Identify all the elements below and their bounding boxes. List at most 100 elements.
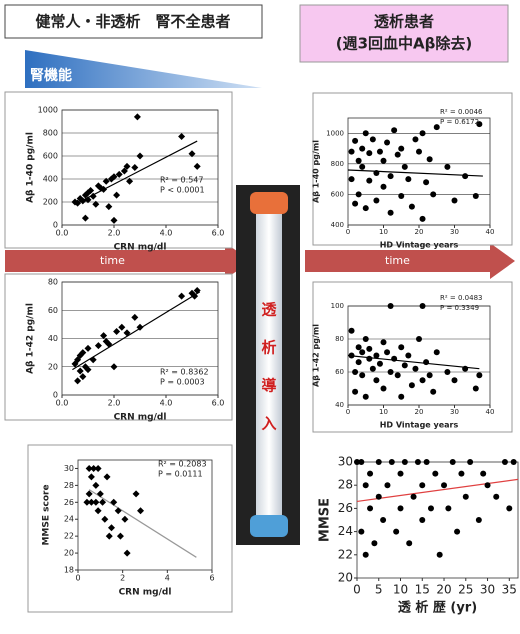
point	[437, 552, 443, 558]
y-tick-label: 60	[335, 368, 344, 376]
point	[427, 156, 433, 162]
y-tick-label: 26	[64, 498, 74, 507]
point	[388, 173, 394, 179]
point	[356, 359, 362, 365]
point	[427, 372, 433, 378]
x-axis-label: CRN mg/dl	[114, 413, 167, 423]
y-tick-label: 20	[48, 362, 58, 371]
point	[358, 459, 364, 465]
point	[363, 205, 369, 211]
point	[391, 356, 397, 362]
tube-char: 導	[261, 377, 276, 395]
y-axis-label: MMSE	[318, 498, 333, 542]
x-tick-label: 0	[346, 408, 350, 416]
x-tick-label: 0	[353, 583, 361, 597]
kidney-label: 腎機能	[30, 67, 72, 84]
y-tick-label: 60	[48, 306, 58, 315]
point	[367, 471, 373, 477]
x-tick-label: 10	[393, 583, 408, 597]
y-axis-label: MMSE score	[42, 484, 52, 545]
point	[406, 540, 412, 546]
y-tick-label: 24	[64, 515, 74, 524]
point	[349, 353, 355, 359]
y-tick-label: 24	[338, 524, 353, 538]
x-tick-label: 30	[450, 408, 459, 416]
y-axis-label: Aβ 1-40 pg/ml	[312, 140, 321, 203]
point	[402, 362, 408, 368]
point	[405, 176, 411, 182]
point	[473, 386, 479, 392]
y-tick-label: 400	[331, 221, 344, 229]
point	[473, 193, 479, 199]
point	[384, 349, 390, 355]
point	[493, 494, 499, 500]
point	[391, 127, 397, 133]
point	[416, 149, 422, 155]
point	[511, 459, 517, 465]
y-tick-label: 30	[338, 455, 353, 469]
point	[467, 459, 473, 465]
x-axis-label: HD Vintage years	[380, 241, 459, 250]
point	[424, 459, 430, 465]
x-axis-label: CRN mg/dl	[119, 588, 172, 598]
point	[395, 152, 401, 158]
point	[409, 382, 415, 388]
point	[384, 139, 390, 145]
point	[398, 193, 404, 199]
point	[458, 471, 464, 477]
point	[363, 552, 369, 558]
point	[380, 517, 386, 523]
annotation: R² = 0.0046	[440, 108, 483, 116]
point	[415, 459, 421, 465]
y-tick-label: 40	[335, 401, 344, 409]
x-tick-label: 4.0	[160, 229, 173, 238]
point	[398, 146, 404, 152]
point	[388, 303, 394, 309]
point	[444, 164, 450, 170]
point	[430, 191, 436, 197]
point	[358, 529, 364, 535]
x-axis-label: CRN mg/dl	[114, 243, 167, 253]
point	[373, 377, 379, 383]
x-tick-label: 40	[486, 228, 495, 236]
point	[363, 394, 369, 400]
point	[363, 130, 369, 136]
point	[377, 149, 383, 155]
point	[388, 210, 394, 216]
annotation: P < 0.0001	[160, 186, 205, 195]
point	[359, 146, 365, 152]
tube-char: 入	[261, 415, 276, 433]
point	[444, 369, 450, 375]
point	[445, 505, 451, 511]
point	[452, 377, 458, 383]
x-tick-label: 25	[458, 583, 473, 597]
point	[412, 366, 418, 372]
y-tick-label: 80	[48, 278, 58, 287]
y-tick-label: 800	[43, 129, 58, 138]
x-tick-label: 20	[415, 408, 424, 416]
point	[411, 494, 417, 500]
point	[376, 494, 382, 500]
point	[376, 459, 382, 465]
dialyzer	[256, 195, 282, 535]
point	[349, 328, 355, 334]
y-tick-label: 28	[338, 478, 353, 492]
point	[402, 164, 408, 170]
point	[370, 136, 376, 142]
point	[434, 124, 440, 130]
point	[381, 158, 387, 164]
x-tick-label: 20	[436, 583, 451, 597]
y-tick-label: 1000	[38, 106, 58, 115]
x-tick-label: 10	[379, 228, 388, 236]
point	[393, 529, 399, 535]
point	[480, 471, 486, 477]
y-tick-label: 600	[43, 152, 58, 161]
y-tick-label: 22	[338, 547, 353, 561]
annotation: R² = 0.547	[160, 176, 203, 185]
annotation: R² = 0.0483	[440, 294, 482, 302]
point	[366, 178, 372, 184]
point	[441, 482, 447, 488]
y-tick-label: 40	[48, 334, 58, 343]
point	[434, 349, 440, 355]
annotation: P = 0.0111	[158, 470, 203, 479]
